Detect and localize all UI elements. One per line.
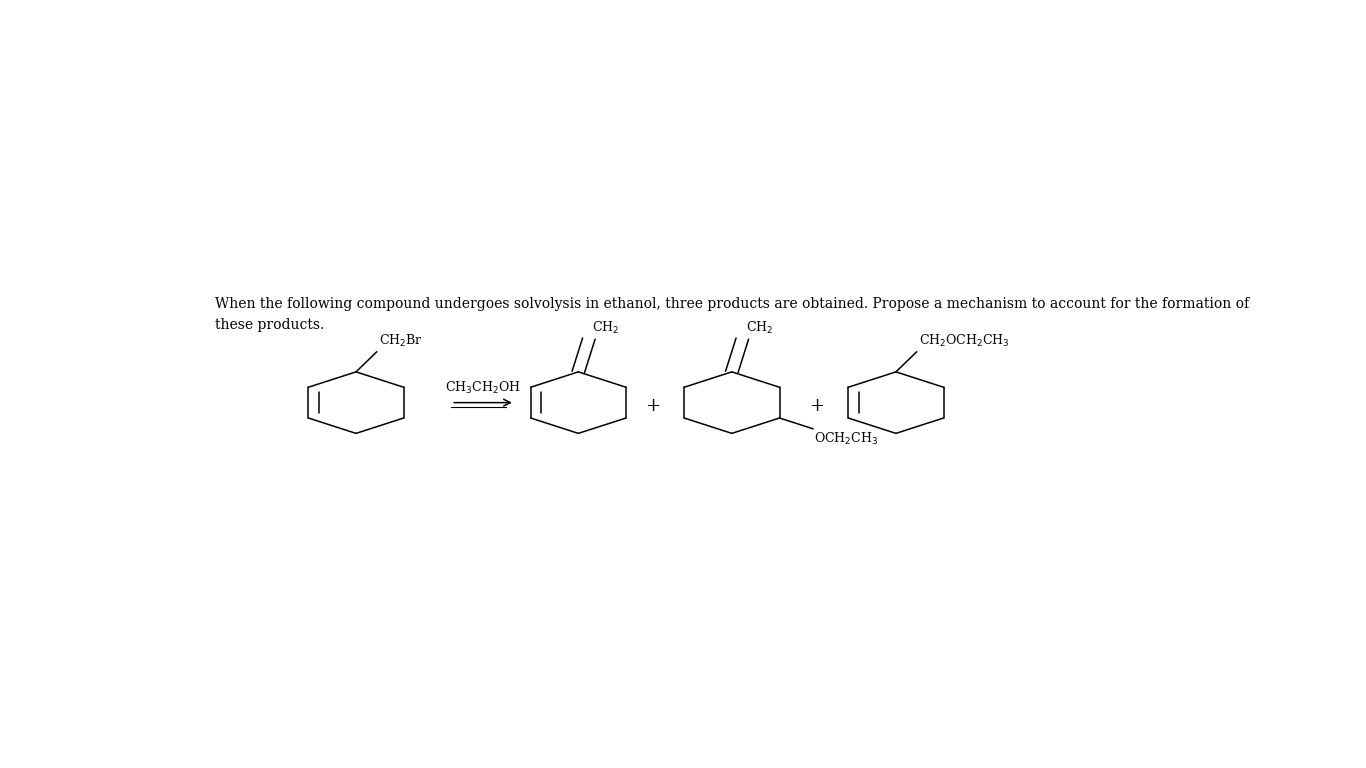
Text: +: +: [809, 396, 824, 415]
Text: CH$_3$CH$_2$OH: CH$_3$CH$_2$OH: [445, 379, 520, 396]
Text: CH$_2$Br: CH$_2$Br: [378, 333, 422, 349]
Text: +: +: [645, 396, 660, 415]
Text: OCH$_2$CH$_3$: OCH$_2$CH$_3$: [814, 431, 878, 447]
Text: When the following compound undergoes solvolysis in ethanol, three products are : When the following compound undergoes so…: [216, 297, 1250, 311]
Text: CH$_2$: CH$_2$: [591, 320, 619, 336]
Text: CH$_2$OCH$_2$CH$_3$: CH$_2$OCH$_2$CH$_3$: [919, 333, 1009, 349]
Text: CH$_2$: CH$_2$: [746, 320, 773, 336]
Text: these products.: these products.: [216, 318, 325, 332]
